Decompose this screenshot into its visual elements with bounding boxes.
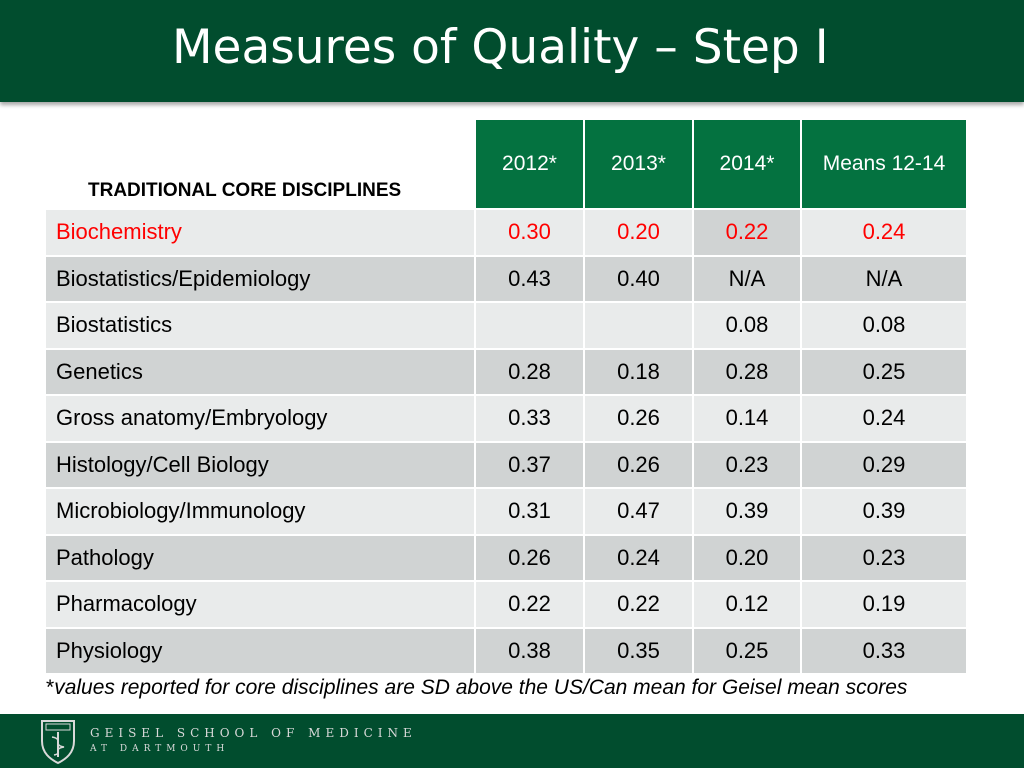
footnote: *values reported for core disciplines ar… <box>46 676 907 700</box>
discipline-cell: Biostatistics <box>46 301 474 348</box>
value-cell: 0.25 <box>692 626 800 673</box>
table-row: Physiology 0.38 0.35 0.25 0.33 <box>46 626 966 673</box>
table-row: Histology/Cell Biology 0.37 0.26 0.23 0.29 <box>46 440 966 487</box>
geisel-shield-logo-icon <box>41 720 75 765</box>
value-cell: 0.35 <box>583 626 692 673</box>
value-cell: 0.26 <box>583 440 692 487</box>
value-cell: 0.12 <box>692 580 800 627</box>
table-row: Genetics 0.28 0.18 0.28 0.25 <box>46 347 966 394</box>
value-cell: 0.23 <box>800 533 966 580</box>
value-cell: 0.18 <box>583 347 692 394</box>
corner-label: TRADITIONAL CORE DISCIPLINES <box>46 120 474 208</box>
value-cell: 0.39 <box>692 487 800 534</box>
discipline-cell: Microbiology/Immunology <box>46 487 474 534</box>
title-bar: Measures of Quality – Step I <box>0 0 1024 102</box>
value-cell: 0.28 <box>474 347 583 394</box>
discipline-cell: Biostatistics/Epidemiology <box>46 254 474 301</box>
value-cell: 0.20 <box>692 533 800 580</box>
value-cell: N/A <box>692 254 800 301</box>
table-row: Pathology 0.26 0.24 0.20 0.23 <box>46 533 966 580</box>
column-header: 2013* <box>583 120 692 208</box>
discipline-cell: Pathology <box>46 533 474 580</box>
value-cell: 0.31 <box>474 487 583 534</box>
table-row: Biochemistry 0.30 0.20 0.22 0.24 <box>46 208 966 255</box>
column-header: 2014* <box>692 120 800 208</box>
footnote-text: values reported for core disciplines are… <box>54 676 908 699</box>
value-cell: 0.24 <box>800 394 966 441</box>
value-cell: 0.39 <box>800 487 966 534</box>
value-cell: 0.47 <box>583 487 692 534</box>
value-cell: 0.20 <box>583 208 692 255</box>
value-cell: 0.28 <box>692 347 800 394</box>
table-row: Microbiology/Immunology 0.31 0.47 0.39 0.39 <box>46 487 966 534</box>
table-row: Pharmacology 0.22 0.22 0.12 0.19 <box>46 580 966 627</box>
discipline-cell: Gross anatomy/Embryology <box>46 394 474 441</box>
value-cell: 0.43 <box>474 254 583 301</box>
column-header: Means 12-14 <box>800 120 966 208</box>
value-cell: 0.22 <box>474 580 583 627</box>
footer-bar: GEISEL SCHOOL OF MEDICINE AT DARTMOUTH <box>0 714 1024 768</box>
value-cell: 0.25 <box>800 347 966 394</box>
value-cell: N/A <box>800 254 966 301</box>
value-cell: 0.08 <box>692 301 800 348</box>
table-row: Gross anatomy/Embryology 0.33 0.26 0.14 0.24 <box>46 394 966 441</box>
value-cell: 0.08 <box>800 301 966 348</box>
table-row: Biostatistics/Epidemiology 0.43 0.40 N/A N/A <box>46 254 966 301</box>
slide-title: Measures of Quality – Step I <box>172 20 829 75</box>
scores-table: TRADITIONAL CORE DISCIPLINES 2012* 2013*… <box>46 120 966 673</box>
discipline-cell: Histology/Cell Biology <box>46 440 474 487</box>
value-cell: 0.37 <box>474 440 583 487</box>
value-cell: 0.38 <box>474 626 583 673</box>
value-cell: 0.30 <box>474 208 583 255</box>
value-cell: 0.40 <box>583 254 692 301</box>
school-name-line1: GEISEL SCHOOL OF MEDICINE <box>90 726 417 740</box>
value-cell: 0.19 <box>800 580 966 627</box>
value-cell: 0.26 <box>474 533 583 580</box>
footnote-asterisk: * <box>46 676 55 699</box>
discipline-cell: Physiology <box>46 626 474 673</box>
value-cell: 0.23 <box>692 440 800 487</box>
discipline-cell: Genetics <box>46 347 474 394</box>
value-cell: 0.14 <box>692 394 800 441</box>
value-cell: 0.26 <box>583 394 692 441</box>
value-cell: 0.22 <box>692 208 800 255</box>
school-name-line2: AT DARTMOUTH <box>90 744 230 754</box>
value-cell <box>474 301 583 348</box>
value-cell: 0.29 <box>800 440 966 487</box>
value-cell: 0.33 <box>800 626 966 673</box>
value-cell: 0.24 <box>800 208 966 255</box>
discipline-cell: Pharmacology <box>46 580 474 627</box>
school-name: GEISEL SCHOOL OF MEDICINE AT DARTMOUTH <box>90 726 417 754</box>
value-cell <box>583 301 692 348</box>
table-header-row: TRADITIONAL CORE DISCIPLINES 2012* 2013*… <box>46 120 966 208</box>
value-cell: 0.22 <box>583 580 692 627</box>
discipline-cell: Biochemistry <box>46 208 474 255</box>
table-row: Biostatistics 0.08 0.08 <box>46 301 966 348</box>
column-header: 2012* <box>474 120 583 208</box>
value-cell: 0.33 <box>474 394 583 441</box>
value-cell: 0.24 <box>583 533 692 580</box>
